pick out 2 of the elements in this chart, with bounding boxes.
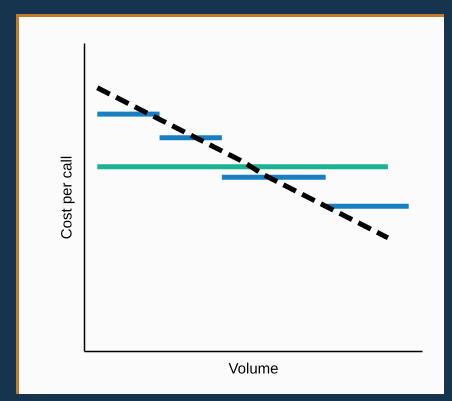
x-axis-title: Volume: [228, 360, 279, 378]
y-axis-title: Cost per call: [58, 156, 76, 240]
